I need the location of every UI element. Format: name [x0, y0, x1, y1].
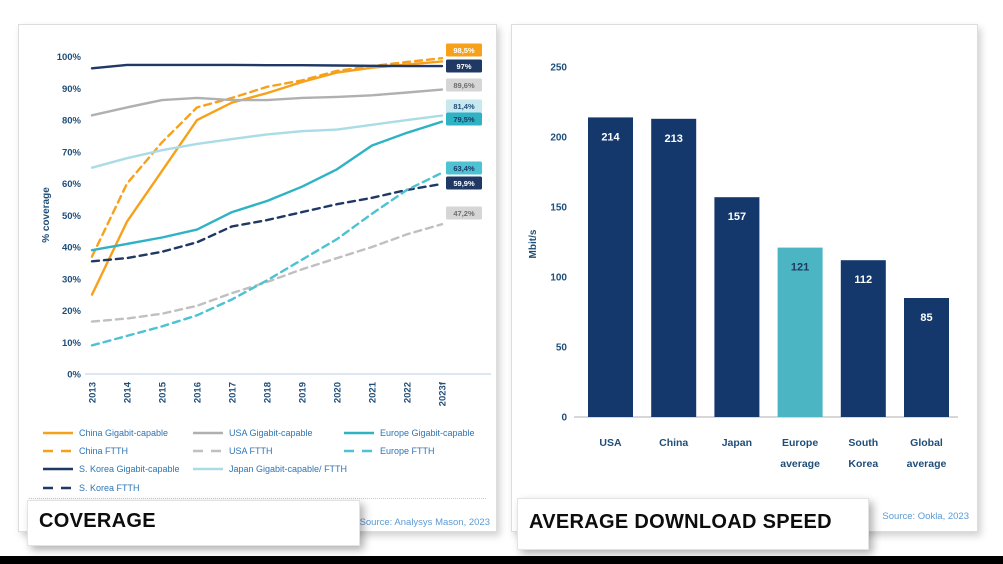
end-value-badge	[446, 78, 482, 92]
y-tick-label: 40%	[62, 243, 82, 254]
speed-source: Source: Ookla, 2023	[882, 511, 969, 522]
speed-title: AVERAGE DOWNLOAD SPEED	[529, 510, 832, 533]
line-series-europe-ftth	[90, 171, 444, 347]
x-tick-label: 2018	[263, 382, 274, 403]
category-label: average	[780, 458, 820, 470]
end-value-badge-label: 79,5%	[453, 115, 475, 124]
bar-value-label: 157	[728, 211, 746, 223]
coverage-footer-divider	[29, 498, 486, 499]
end-value-badge-label: 89,6%	[453, 81, 475, 90]
line-series-china-ftth	[90, 57, 444, 258]
y-tick-label: 70%	[62, 147, 82, 158]
x-tick-label: 2015	[158, 381, 169, 403]
end-value-badge	[446, 43, 482, 57]
x-tick-label: 2020	[333, 382, 344, 403]
bar-value-label: 213	[665, 133, 683, 145]
legend-label: Europe FTTH	[380, 446, 435, 456]
end-value-badge-label: 47,2%	[453, 209, 475, 218]
line-series-usa-ftth	[90, 222, 444, 323]
bar	[651, 118, 697, 418]
y-tick-label: 30%	[62, 274, 82, 285]
bar-value-label: 214	[601, 131, 620, 143]
coverage-title-box: COVERAGE	[27, 500, 360, 546]
y-axis-label: Mbit/s	[528, 229, 539, 258]
speed-bar-chart: 0 50 100 150 200 250 Mbit/s 214 USA 213 China 157 Ja…	[528, 63, 958, 470]
end-value-badge-label: 97%	[456, 62, 471, 71]
y-tick-label: 50%	[62, 211, 82, 222]
bar	[588, 117, 633, 418]
category-label: USA	[599, 437, 622, 449]
line-series-usa-gigabit-capable	[90, 88, 444, 117]
coverage-source: Source: Analysys Mason, 2023	[359, 517, 490, 528]
bar-value-label: 121	[791, 262, 809, 274]
legend-label: Japan Gigabit-capable/ FTTH	[229, 464, 347, 474]
end-value-badge	[446, 176, 482, 190]
category-label: South	[848, 437, 878, 449]
x-tick-label: 2016	[193, 382, 204, 403]
bar	[714, 197, 760, 417]
x-tick-label: 2017	[228, 382, 239, 403]
bar	[840, 260, 886, 417]
y-tick-label: 90%	[62, 84, 82, 95]
bar	[904, 298, 949, 417]
coverage-card: 0% 10% 20% 30% 40% 50% 60% 70% 80% 90% 100% % cover…	[18, 24, 497, 532]
speed-title-box: AVERAGE DOWNLOAD SPEED	[517, 498, 869, 550]
end-value-badge	[446, 161, 482, 175]
coverage-line-chart: 0% 10% 20% 30% 40% 50% 60% 70% 80% 90% 100% % cover…	[41, 43, 491, 493]
y-axis-label: % coverage	[41, 187, 52, 243]
x-tick-label: 2014	[123, 381, 134, 403]
legend-label: China FTTH	[79, 446, 128, 456]
end-value-badge	[446, 59, 482, 73]
y-tick-label: 250	[550, 63, 567, 74]
legend-label: USA Gigabit-capable	[229, 428, 313, 438]
category-label: Korea	[848, 458, 878, 470]
end-value-badge-label: 81,4%	[453, 102, 475, 111]
y-tick-label: 10%	[62, 338, 82, 349]
legend-label: S. Korea Gigabit-capable	[79, 464, 180, 474]
y-tick-label: 150	[550, 203, 567, 214]
category-label: Europe	[782, 437, 818, 449]
y-tick-label: 100%	[57, 52, 82, 63]
coverage-title: COVERAGE	[39, 509, 156, 532]
y-tick-label: 60%	[62, 179, 82, 190]
end-value-badge	[446, 99, 482, 113]
end-value-badge-label: 98,5%	[453, 46, 475, 55]
y-tick-label: 0	[561, 413, 567, 424]
legend-label: China Gigabit-capable	[79, 428, 168, 438]
y-tick-label: 80%	[62, 116, 82, 127]
y-tick-label: 50	[556, 343, 568, 354]
bottom-border-bar	[0, 556, 1003, 564]
end-value-badge	[446, 112, 482, 126]
y-tick-label: 20%	[62, 306, 82, 317]
category-label: Japan	[722, 437, 752, 449]
x-tick-label: 2013	[88, 382, 99, 403]
line-series-s-korea-ftth	[90, 182, 444, 263]
bar	[777, 247, 823, 417]
line-series-japan-gigabit-capable-ftth	[90, 114, 444, 169]
x-tick-label: 2019	[298, 382, 309, 403]
y-tick-label: 100	[550, 273, 567, 284]
y-tick-label: 200	[550, 133, 567, 144]
x-tick-label: 2021	[368, 381, 379, 403]
category-label: China	[659, 437, 688, 449]
bar-value-label: 85	[920, 312, 932, 324]
line-series-china-gigabit-capable	[90, 60, 444, 296]
end-value-badge	[446, 206, 482, 220]
y-tick-label: 0%	[67, 370, 81, 381]
end-value-badge-label: 59,9%	[453, 179, 475, 188]
legend-label: Europe Gigabit-capable	[380, 428, 475, 438]
end-value-badge-label: 63,4%	[453, 164, 475, 173]
legend-label: S. Korea FTTH	[79, 483, 140, 493]
category-label: average	[907, 458, 947, 470]
line-series-europe-gigabit-capable	[90, 120, 444, 252]
speed-card: 0 50 100 150 200 250 Mbit/s 214 USA 213 China 157 Ja…	[511, 24, 978, 532]
category-label: Global	[910, 437, 943, 449]
x-tick-label: 2022	[403, 382, 414, 403]
line-series-s-korea-gigabit-capable	[90, 63, 444, 70]
x-tick-label: 2023f	[438, 381, 449, 406]
bar-value-label: 112	[854, 274, 872, 286]
legend-label: USA FTTH	[229, 446, 273, 456]
